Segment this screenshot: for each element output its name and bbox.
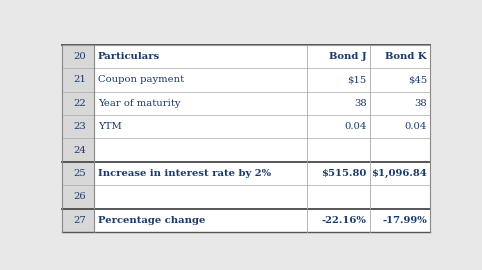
Text: 20: 20: [73, 52, 86, 61]
Text: $1,096.84: $1,096.84: [371, 169, 427, 178]
Text: Particulars: Particulars: [97, 52, 160, 61]
Bar: [62, 45, 94, 232]
Text: YTM: YTM: [97, 122, 121, 131]
Text: Year of maturity: Year of maturity: [97, 99, 180, 108]
Text: $45: $45: [408, 75, 427, 85]
Text: -22.16%: -22.16%: [321, 216, 366, 225]
Text: 22: 22: [73, 99, 86, 108]
Text: Percentage change: Percentage change: [97, 216, 205, 225]
Text: Coupon payment: Coupon payment: [97, 75, 184, 85]
Text: 0.04: 0.04: [344, 122, 366, 131]
Text: 38: 38: [354, 99, 366, 108]
Text: 21: 21: [73, 75, 86, 85]
Text: 25: 25: [73, 169, 86, 178]
Text: 0.04: 0.04: [405, 122, 427, 131]
Text: Bond K: Bond K: [386, 52, 427, 61]
Text: 24: 24: [73, 146, 86, 155]
Text: $515.80: $515.80: [321, 169, 366, 178]
Text: 27: 27: [73, 216, 86, 225]
Text: -17.99%: -17.99%: [382, 216, 427, 225]
Text: $15: $15: [348, 75, 366, 85]
Text: 26: 26: [73, 193, 86, 201]
Text: 38: 38: [415, 99, 427, 108]
Text: 23: 23: [73, 122, 86, 131]
Text: Bond J: Bond J: [329, 52, 366, 61]
Text: Increase in interest rate by 2%: Increase in interest rate by 2%: [97, 169, 271, 178]
